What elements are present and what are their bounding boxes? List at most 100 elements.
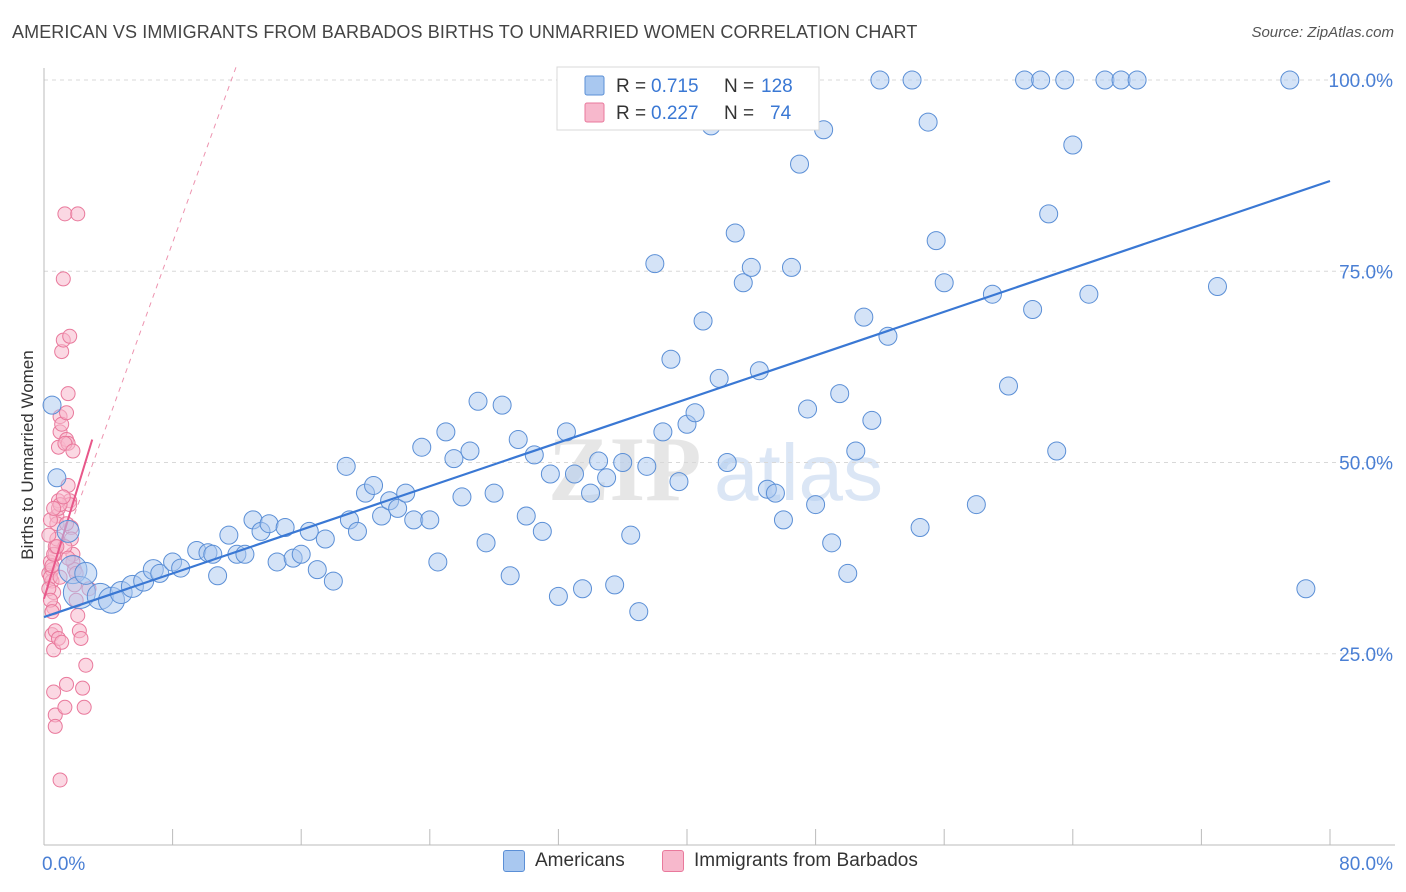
point-americans xyxy=(573,579,593,599)
stats-swatch-barbados xyxy=(584,102,605,123)
point-americans xyxy=(219,525,239,545)
point-americans xyxy=(1015,70,1035,90)
point-barbados xyxy=(57,206,73,222)
point-americans xyxy=(589,451,609,471)
point-barbados xyxy=(46,684,62,700)
point-americans xyxy=(208,566,228,586)
point-americans xyxy=(773,510,793,530)
point-americans xyxy=(934,273,954,293)
point-americans xyxy=(420,510,440,530)
point-americans xyxy=(629,602,649,622)
y-axis-label: Births to Unmarried Women xyxy=(18,350,37,559)
series-barbados-points xyxy=(41,206,97,788)
point-americans xyxy=(870,70,890,90)
point-barbados xyxy=(73,630,89,646)
x-tick-label: 80.0% xyxy=(1339,854,1393,875)
point-americans xyxy=(982,284,1002,304)
axes xyxy=(43,68,1395,846)
legend-swatch-barbados xyxy=(662,850,684,872)
trend-line-barbados-extended xyxy=(43,64,238,599)
point-barbados xyxy=(52,772,68,788)
point-americans xyxy=(613,453,633,472)
point-americans xyxy=(1111,70,1131,90)
point-barbados xyxy=(47,718,63,734)
stats-r-value-barbados: 0.227 xyxy=(651,103,699,124)
point-americans xyxy=(862,410,882,430)
point-americans xyxy=(275,518,295,538)
point-americans xyxy=(846,441,866,461)
legend-item-barbados[interactable]: Immigrants from Barbados xyxy=(662,850,918,872)
point-americans xyxy=(372,506,392,526)
stats-r-label-americans: R = xyxy=(616,76,646,97)
point-americans xyxy=(637,456,657,476)
series-americans-points xyxy=(42,70,1331,622)
source-label: Source: ZipAtlas.com xyxy=(1251,24,1394,41)
point-americans xyxy=(452,487,472,507)
point-americans xyxy=(291,544,311,564)
stats-r-label-barbados: R = xyxy=(616,103,646,124)
point-americans xyxy=(307,560,327,580)
point-barbados xyxy=(70,608,86,623)
point-americans xyxy=(468,391,488,411)
stats-n-label-americans: N = xyxy=(724,76,754,97)
point-americans xyxy=(404,510,424,530)
legend-label-americans: Americans xyxy=(535,850,625,871)
point-barbados xyxy=(59,676,75,692)
point-barbados xyxy=(60,386,76,402)
point-americans xyxy=(1095,70,1115,90)
point-americans xyxy=(436,422,456,442)
point-americans xyxy=(267,552,287,572)
stats-n-value-americans: 128 xyxy=(761,76,793,97)
point-barbados xyxy=(54,634,70,650)
point-americans xyxy=(1207,277,1227,297)
point-americans xyxy=(1031,70,1051,90)
point-americans xyxy=(806,495,826,515)
x-tick-label: 0.0% xyxy=(42,854,85,875)
point-americans xyxy=(661,349,681,369)
point-barbados xyxy=(59,405,75,421)
point-americans xyxy=(476,533,496,553)
y-tick-labels: 25.0% 50.0% 75.0% 100.0% xyxy=(1329,71,1394,666)
point-americans xyxy=(1023,300,1043,319)
chart-title: AMERICAN VS IMMIGRANTS FROM BARBADOS BIR… xyxy=(12,22,918,42)
y-tick-label: 75.0% xyxy=(1339,262,1393,283)
point-barbados xyxy=(65,443,81,459)
point-americans xyxy=(428,552,448,572)
point-americans xyxy=(460,441,480,461)
point-americans xyxy=(685,403,705,423)
point-americans xyxy=(564,464,584,484)
point-americans xyxy=(532,521,552,541)
point-americans xyxy=(790,154,810,174)
point-barbados xyxy=(46,500,62,516)
point-americans xyxy=(516,506,536,526)
point-americans xyxy=(653,422,673,442)
trend-line-americans xyxy=(43,179,1331,619)
point-americans xyxy=(444,449,464,469)
point-americans xyxy=(1127,70,1147,90)
point-americans xyxy=(42,395,62,415)
legend-swatch-americans xyxy=(503,850,525,872)
point-americans xyxy=(669,472,689,492)
point-americans xyxy=(540,464,560,484)
gridlines xyxy=(44,79,1395,655)
y-tick-label: 100.0% xyxy=(1329,71,1394,92)
trend-line-barbados xyxy=(43,439,94,599)
point-americans xyxy=(364,475,384,495)
point-americans xyxy=(315,529,335,549)
point-americans xyxy=(56,519,80,543)
point-americans xyxy=(910,518,930,538)
point-americans xyxy=(1296,579,1316,599)
point-barbados xyxy=(76,699,92,715)
point-americans xyxy=(830,384,850,404)
point-americans xyxy=(966,495,986,515)
point-americans xyxy=(500,566,520,586)
point-americans xyxy=(902,70,922,90)
point-americans xyxy=(798,399,818,419)
stats-legend: R = 0.715 N = 128 R = 0.227 N = 74 xyxy=(556,66,820,131)
point-americans xyxy=(693,311,713,331)
point-americans xyxy=(484,483,504,503)
point-americans xyxy=(717,453,737,472)
trend-lines xyxy=(43,64,238,599)
legend-item-americans[interactable]: Americans xyxy=(503,850,625,872)
x-tick-labels: 0.0% 80.0% xyxy=(42,854,1393,875)
